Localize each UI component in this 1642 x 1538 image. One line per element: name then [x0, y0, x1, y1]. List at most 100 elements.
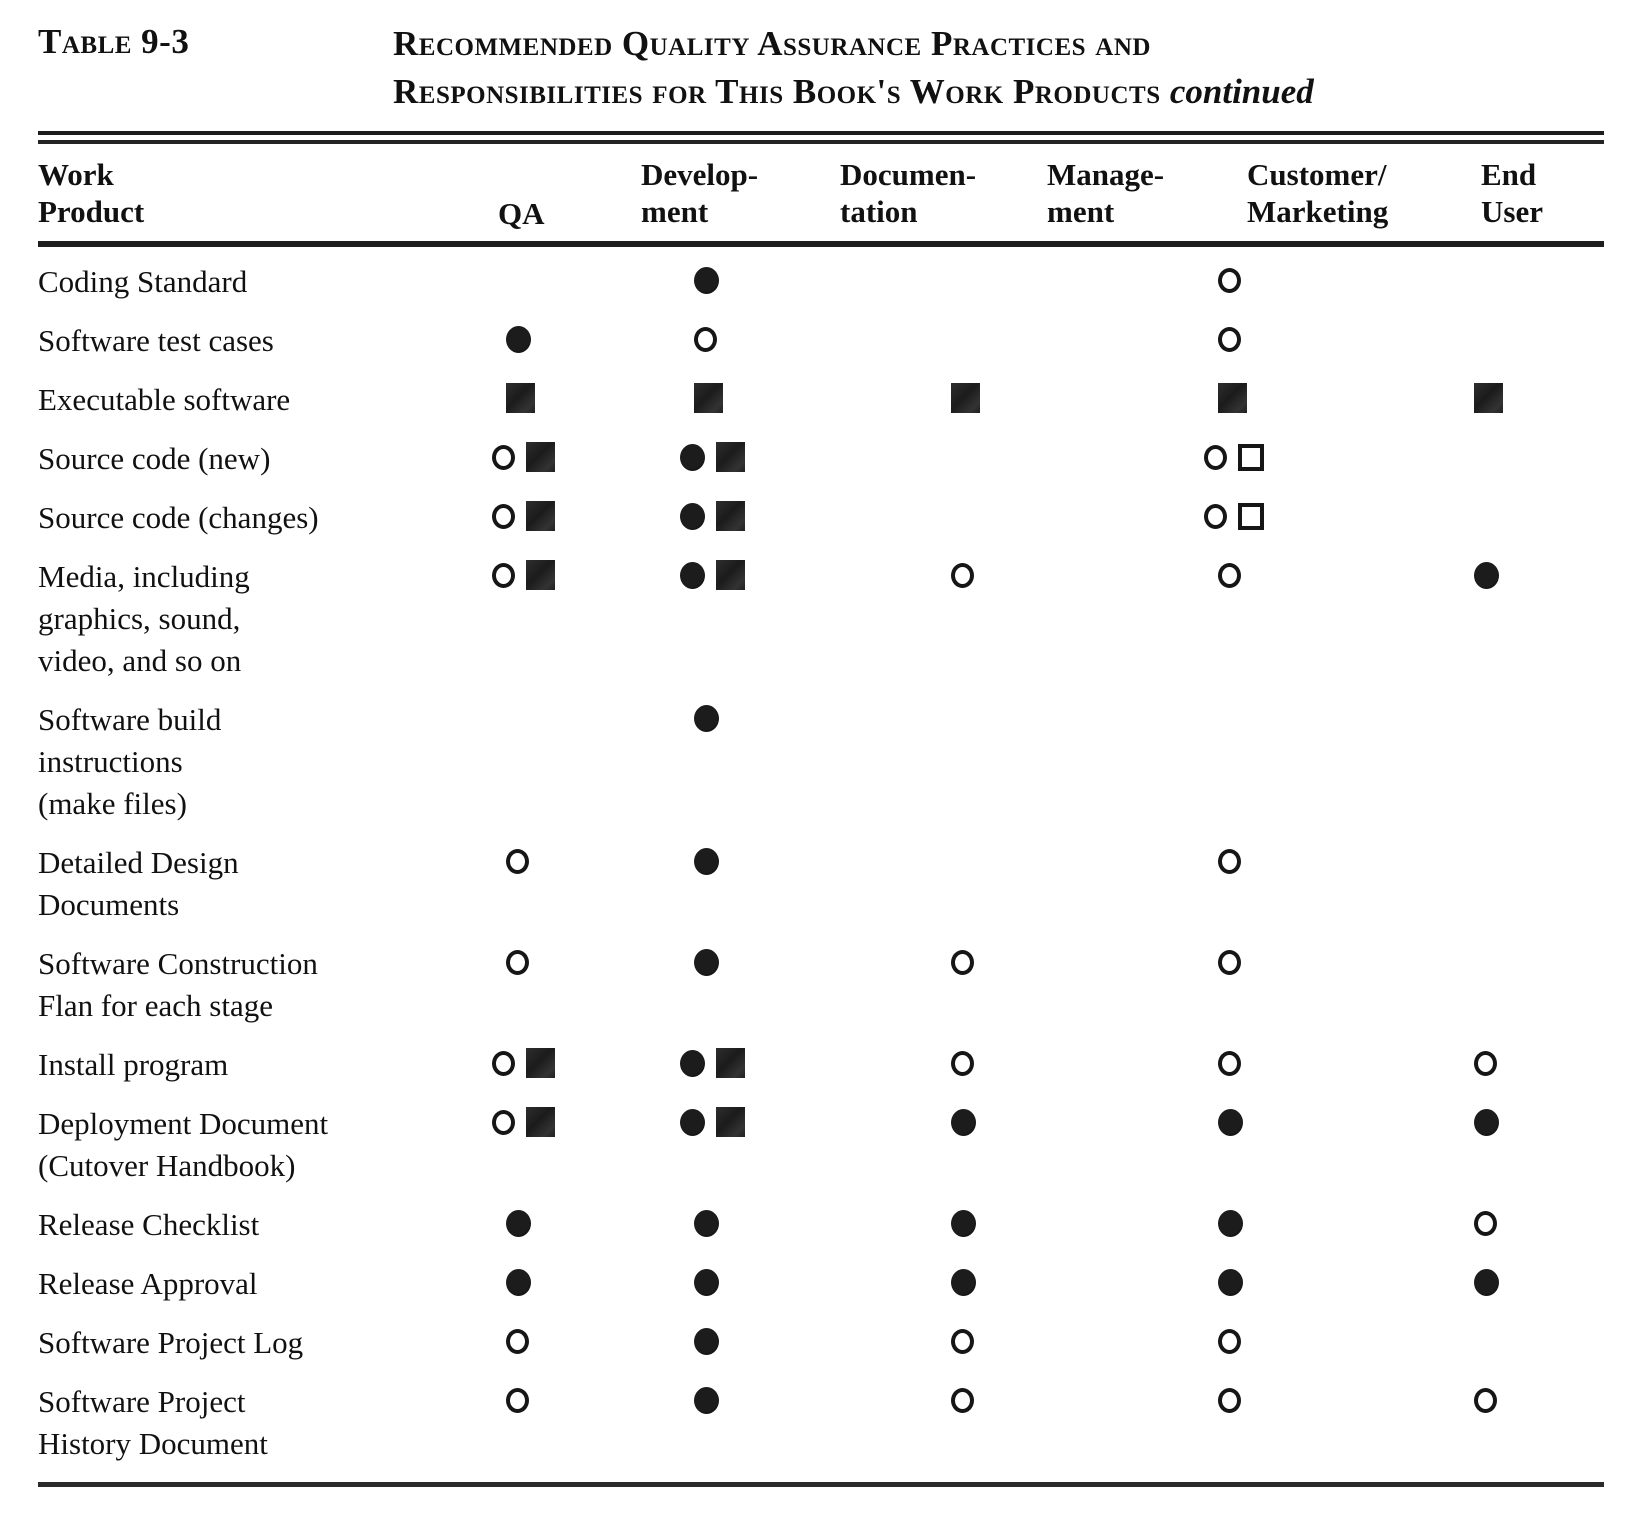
filled-circle-icon [1474, 1268, 1499, 1296]
symbol-cell-qa [490, 438, 635, 480]
symbol-cell-management [1144, 1263, 1404, 1305]
symbol-cell-documentation [879, 1044, 1144, 1086]
row-label-line: video, and so on [38, 643, 242, 678]
header-line: QA [498, 196, 545, 231]
symbol-cell-qa [490, 556, 635, 682]
open-circle-icon [1474, 1387, 1497, 1413]
table-row: Executable software [38, 379, 1604, 421]
filled-circle-icon [680, 502, 705, 530]
top-double-rule [38, 131, 1604, 144]
table-title: Recommended Quality Assurance Practices … [393, 20, 1314, 116]
header-documentation: Documen- tation [840, 156, 1047, 232]
filled-square-icon [526, 442, 555, 473]
symbol-cell-documentation [879, 1263, 1144, 1305]
table-row: Software build instructions (make files) [38, 699, 1604, 825]
symbol-cell-customer_marketing [1404, 1204, 1642, 1246]
open-circle-icon [492, 1109, 515, 1135]
row-label-line: Media, including [38, 559, 250, 594]
header-line: ment [1047, 194, 1115, 229]
row-label-line: Software build [38, 702, 222, 737]
open-circle-icon [951, 949, 974, 975]
symbol-cell-management [1144, 497, 1404, 539]
symbol-cell-development [635, 1103, 879, 1187]
symbol-cell-management [1144, 842, 1404, 926]
table-title-line2: Responsibilities for This Book's Work Pr… [393, 68, 1314, 116]
table-row: Release Approval [38, 1263, 1604, 1305]
table-title-line2-text: Responsibilities for This Book's Work Pr… [393, 72, 1161, 111]
row-label: Source code (changes) [38, 497, 490, 539]
symbol-cell-documentation [879, 438, 1144, 480]
table-row: Software Construction Flan for each stage [38, 943, 1604, 1027]
row-label-line: Source code (changes) [38, 500, 319, 535]
symbol-cell-documentation [879, 379, 1144, 421]
filled-square-icon [526, 1048, 555, 1079]
open-circle-icon [1204, 444, 1227, 470]
row-label-line: Coding Standard [38, 264, 248, 299]
table-title-line1: Recommended Quality Assurance Practices … [393, 24, 1151, 63]
filled-square-icon [1218, 383, 1247, 414]
symbol-cell-qa [490, 1044, 635, 1086]
symbol-cell-customer_marketing [1404, 261, 1642, 303]
filled-square-icon [716, 501, 745, 532]
header-management: Manage- ment [1047, 156, 1247, 232]
row-label: Media, including graphics, sound, video, a… [38, 556, 490, 682]
open-circle-icon [506, 1328, 529, 1354]
header-line: Documen- [840, 157, 977, 192]
symbol-cell-management [1144, 261, 1404, 303]
row-label-line: (make files) [38, 786, 187, 821]
header-line: User [1481, 194, 1543, 229]
symbol-cell-documentation [879, 1381, 1144, 1465]
filled-square-icon [716, 1048, 745, 1079]
row-label: Detailed Design Documents [38, 842, 490, 926]
filled-circle-icon [694, 847, 719, 875]
table-row: Coding Standard [38, 261, 1604, 303]
row-label: Software Project History Document [38, 1381, 490, 1465]
symbol-cell-qa [490, 1204, 635, 1246]
filled-circle-icon [694, 1268, 719, 1296]
symbol-cell-customer_marketing [1404, 842, 1642, 926]
symbol-cell-qa [490, 943, 635, 1027]
header-line: Develop- [641, 157, 759, 192]
symbol-cell-qa [490, 320, 635, 362]
filled-circle-icon [694, 948, 719, 976]
open-circle-icon [1474, 1050, 1497, 1076]
open-circle-icon [492, 444, 515, 470]
symbol-cell-qa [490, 1381, 635, 1465]
symbol-cell-customer_marketing [1404, 1381, 1642, 1465]
symbol-cell-customer_marketing [1404, 1263, 1642, 1305]
row-label-line: Source code (new) [38, 441, 271, 476]
symbol-cell-customer_marketing [1404, 1044, 1642, 1086]
symbol-cell-customer_marketing [1404, 438, 1642, 480]
symbol-cell-qa [490, 497, 635, 539]
filled-circle-icon [1474, 1108, 1499, 1136]
table-row: Release Checklist [38, 1204, 1604, 1246]
open-circle-icon [1218, 1050, 1241, 1076]
open-circle-icon [1204, 503, 1227, 529]
symbol-cell-documentation [879, 497, 1144, 539]
symbol-cell-development [635, 1322, 879, 1364]
header-line: Customer/ [1247, 157, 1387, 192]
row-label-line: Software Construction [38, 946, 318, 981]
row-label-line: Documents [38, 887, 180, 922]
row-label-line: Software test cases [38, 323, 274, 358]
filled-circle-icon [951, 1268, 976, 1296]
symbol-cell-management [1144, 1381, 1404, 1465]
symbol-cell-management [1144, 379, 1404, 421]
symbol-cell-documentation [879, 1103, 1144, 1187]
table-header-row: Work Product QA Develop- ment Documen- t… [38, 156, 1604, 232]
header-customer-marketing: Customer/ Marketing [1247, 156, 1481, 232]
filled-square-icon [526, 501, 555, 532]
filled-square-icon [716, 560, 745, 591]
header-line: Work [38, 157, 114, 192]
table-row: Source code (changes) [38, 497, 1604, 539]
filled-circle-icon [506, 1268, 531, 1296]
filled-circle-icon [694, 1386, 719, 1414]
filled-circle-icon [506, 1209, 531, 1237]
symbol-cell-documentation [879, 261, 1144, 303]
open-circle-icon [1218, 949, 1241, 975]
symbol-cell-development [635, 261, 879, 303]
open-circle-icon [492, 503, 515, 529]
symbol-cell-customer_marketing [1404, 1322, 1642, 1364]
open-circle-icon [951, 562, 974, 588]
row-label: Software Project Log [38, 1322, 490, 1364]
